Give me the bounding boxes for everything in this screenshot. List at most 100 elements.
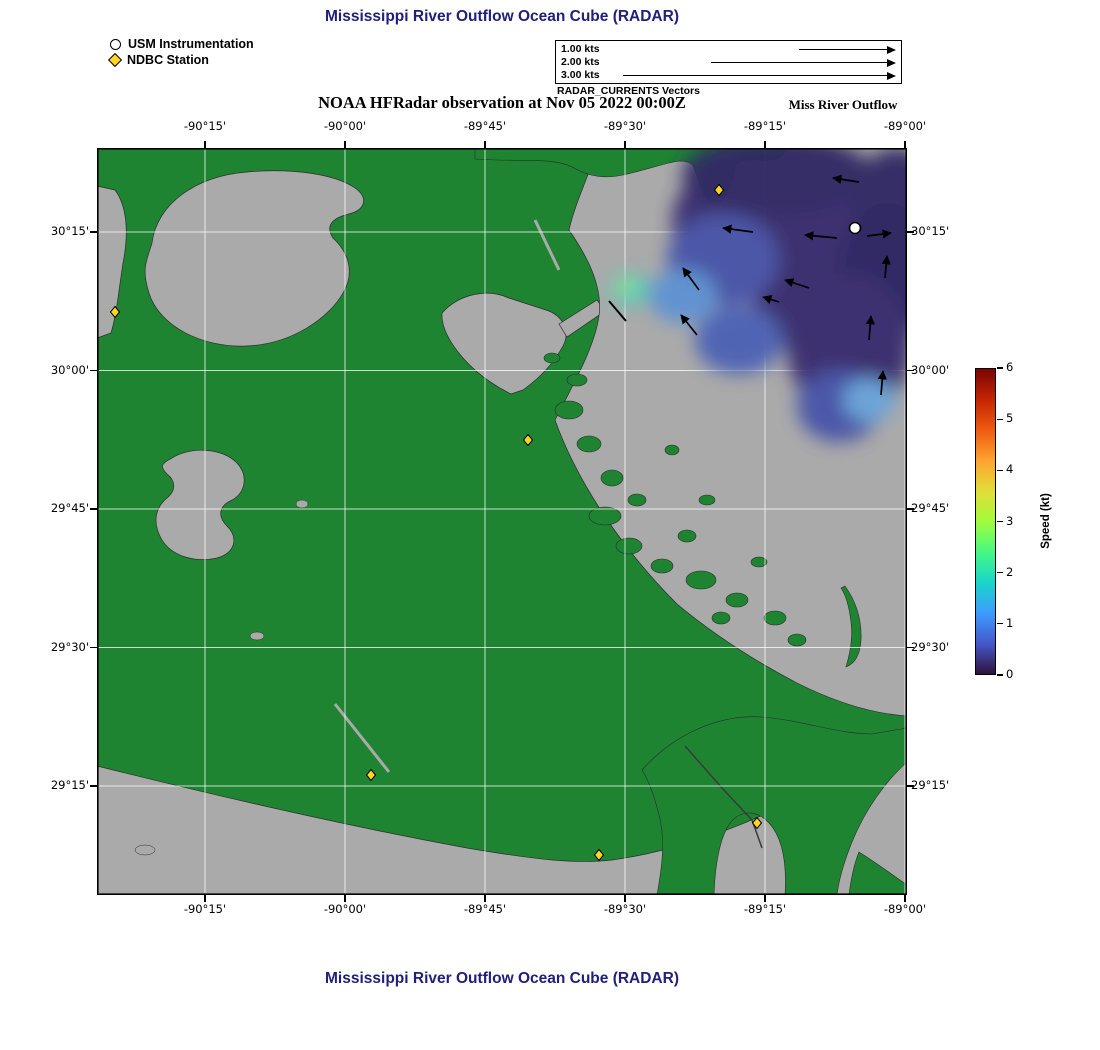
vector-scale-arrowhead-icon (887, 45, 896, 54)
lat-tick-label-right: 29°15' (911, 778, 950, 792)
lon-tick-label-top: -90°15' (183, 119, 227, 133)
marsh-island (543, 352, 561, 364)
axis-tick (907, 785, 914, 787)
map-frame (97, 148, 907, 895)
figure-title-top: Mississippi River Outflow Ocean Cube (RA… (325, 8, 679, 25)
station-markers (109, 183, 862, 862)
lat-tick-label-right: 29°30' (911, 639, 950, 654)
axis-tick (624, 895, 626, 902)
map-legend: USM Instrumentation NDBC Station (107, 36, 254, 68)
current-vector-arrow (832, 174, 860, 184)
axis-tick (204, 895, 206, 902)
mississippi-river-channel (684, 745, 763, 849)
marsh-island (698, 494, 716, 506)
current-vector-arrow (682, 267, 700, 291)
vector-scale-caption: RADAR_CURRENTS Vectors (557, 85, 700, 97)
ndbc-station-marker (522, 433, 534, 447)
vector-scale-row-label: 2.00 kts (561, 56, 600, 68)
marsh-island (725, 592, 749, 608)
current-vector-arrow (784, 278, 810, 289)
river-lines (684, 745, 763, 849)
lat-tick-label-left: 30°15' (50, 224, 89, 238)
marsh-island (588, 506, 622, 526)
lat-tick-label-left: 30°00' (50, 362, 89, 377)
colorbar-tick (997, 469, 1003, 471)
vector-scale-row-label: 1.00 kts (561, 43, 600, 55)
river-delta (641, 716, 907, 895)
bayou-channels (333, 219, 561, 773)
marsh-island (685, 570, 717, 590)
colorbar-tick (997, 418, 1003, 420)
marsh-island (750, 556, 768, 568)
bayou-channel (533, 219, 561, 271)
current-vectors (608, 174, 892, 396)
region-label: Miss River Outflow (788, 97, 898, 112)
lon-tick-label-top: -89°00' (883, 119, 927, 133)
figure-title-bottom: Mississippi River Outflow Ocean Cube (RA… (325, 970, 679, 987)
lon-tick-label-bottom: -90°00' (323, 902, 367, 916)
vector-scale-row: 1.00 kts (556, 43, 901, 56)
axis-tick (764, 895, 766, 902)
pond (249, 631, 265, 641)
marsh-island (566, 373, 588, 387)
axis-tick (204, 141, 206, 148)
colorbar-axis-label: Speed (kt) (1040, 493, 1052, 549)
marsh-island (664, 444, 680, 456)
lake-maurepas-edge (97, 185, 127, 339)
marsh-island (650, 558, 674, 574)
colorbar-tick (997, 367, 1003, 369)
lake-pontchartrain (144, 170, 364, 347)
current-vector-arrow (866, 229, 892, 239)
vector-scale-arrowhead-icon (887, 58, 896, 67)
lat-tick-label-left: 29°30' (50, 639, 89, 654)
marsh-island (576, 435, 602, 453)
lon-tick-label-bottom: -89°30' (603, 902, 647, 916)
marsh-island (627, 493, 647, 507)
lon-tick-label-top: -89°15' (743, 119, 787, 133)
ndbc-station-marker (365, 768, 377, 782)
ndbc-station-marker (593, 848, 605, 862)
current-vector-arrow (722, 224, 754, 234)
axis-tick (907, 508, 914, 510)
pond (134, 844, 156, 856)
axis-tick (907, 231, 914, 233)
axis-tick (484, 895, 486, 902)
marsh-island (787, 633, 807, 647)
marsh-island (554, 400, 584, 420)
legend-label-ndbc: NDBC Station (127, 53, 209, 67)
vector-scale-line (799, 49, 887, 51)
axis-tick (624, 141, 626, 148)
bayou-channel (333, 703, 391, 773)
vector-scale-row: 2.00 kts (556, 56, 901, 69)
lat-tick-label-left: 29°15' (50, 778, 89, 792)
lon-tick-label-bottom: -89°45' (463, 902, 507, 916)
observation-subtitle: NOAA HFRadar observation at Nov 05 2022 … (318, 93, 686, 112)
marsh-island (677, 529, 697, 543)
current-vector-arrow (804, 231, 838, 241)
radar-speed-blob (695, 306, 783, 374)
colorbar-tick-label: 6 (1006, 360, 1014, 374)
marsh-island (763, 610, 787, 626)
lon-tick-label-top: -89°30' (603, 119, 647, 133)
small-ponds (134, 499, 309, 856)
axis-tick (907, 369, 914, 372)
lat-tick-label-left: 29°45' (50, 501, 89, 515)
radar-speed-blob (649, 269, 717, 323)
radar-speed-field (610, 148, 907, 442)
current-segment (608, 300, 627, 322)
axis-tick (90, 231, 97, 233)
lon-tick-label-bottom: -90°15' (183, 902, 227, 916)
usm-station-marker (848, 221, 862, 235)
vector-scale-line (623, 75, 887, 77)
lon-tick-label-top: -90°00' (323, 119, 367, 133)
current-vector-arrow (881, 255, 891, 279)
pond (295, 499, 309, 509)
current-vector-arrow (680, 314, 698, 336)
chandeleur-islands (840, 585, 862, 668)
map-canvas (97, 148, 907, 895)
axis-tick (90, 369, 97, 372)
current-vector-arrow (762, 295, 780, 304)
axis-tick (344, 895, 346, 902)
lat-tick-label-right: 29°45' (911, 501, 950, 515)
inland-lake (155, 449, 245, 560)
